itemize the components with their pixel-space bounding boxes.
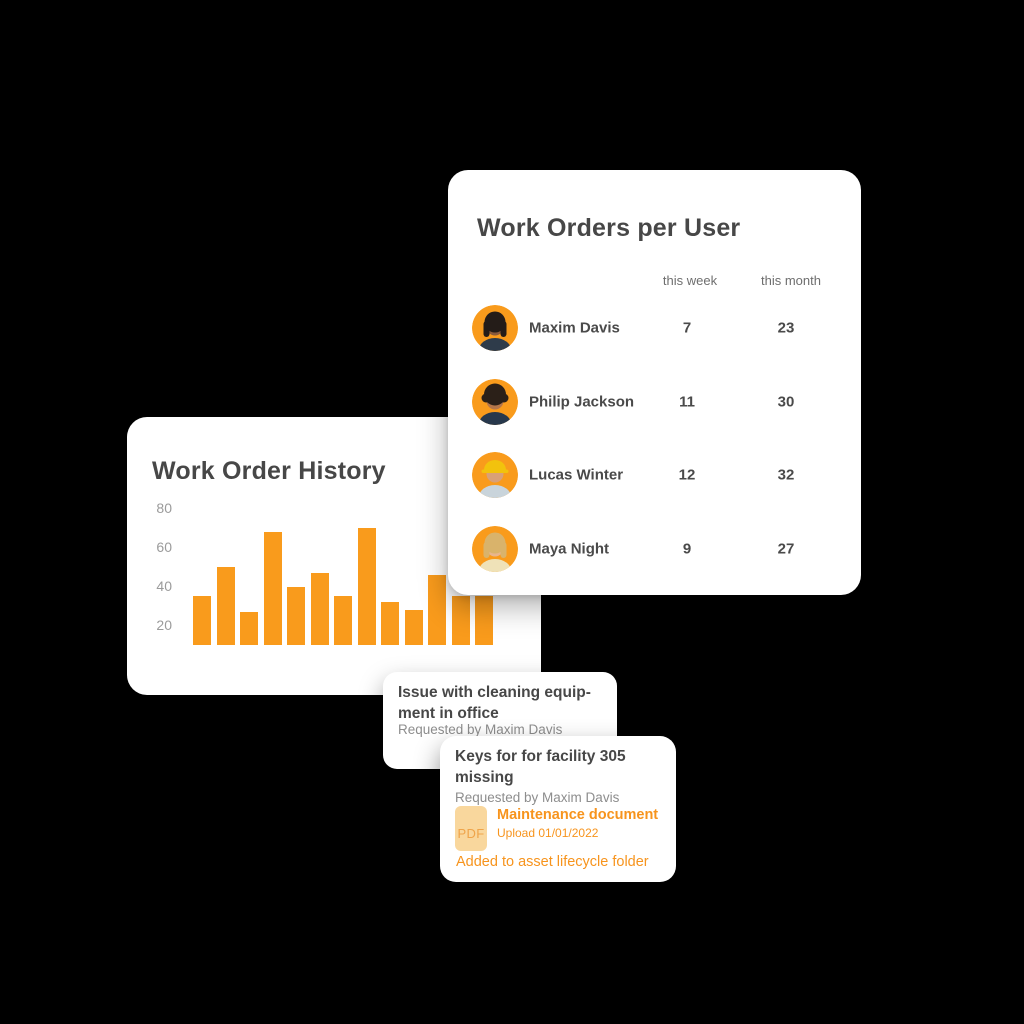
user-name: Lucas Winter xyxy=(529,466,624,484)
user-this-week-count: 9 xyxy=(682,540,692,557)
users-card-title: Work Orders per User xyxy=(477,214,741,242)
user-this-month-count: 27 xyxy=(777,540,795,557)
pdf-file-icon[interactable]: PDF xyxy=(455,806,487,851)
issue-card-title: Issue with cleaning equip- ment in offic… xyxy=(398,684,591,722)
maintenance-document-attachment[interactable]: Maintenance document Upload 01/01/2022 xyxy=(497,807,658,840)
history-bar xyxy=(287,586,305,645)
avatar-philip-jackson xyxy=(472,378,518,425)
user-this-month-count: 23 xyxy=(777,319,795,337)
history-bar xyxy=(240,611,258,645)
y-axis-tick-label: 80 xyxy=(156,499,172,516)
avatar-maxim-davis xyxy=(472,305,518,351)
history-bar xyxy=(334,596,352,645)
history-bar xyxy=(451,596,470,645)
keys-card-subtitle: Requested by Maxim Davis xyxy=(455,790,620,805)
user-row: Maya Night 9 27 xyxy=(448,525,861,572)
history-bar xyxy=(357,528,376,645)
user-name: Maxim Davis xyxy=(529,319,620,337)
y-axis-tick-label: 40 xyxy=(156,577,172,594)
work-orders-per-user-card: Work Orders per User this week this mont… xyxy=(448,170,861,595)
y-axis-tick-label: 20 xyxy=(156,616,172,633)
column-header-this-month: this month xyxy=(761,273,821,288)
asset-lifecycle-folder-link[interactable]: Added to asset lifecycle folder xyxy=(456,854,649,870)
document-upload-date: Upload 01/01/2022 xyxy=(497,826,599,840)
user-this-month-count: 32 xyxy=(777,466,795,484)
document-title: Maintenance document xyxy=(497,807,659,823)
history-bar xyxy=(381,602,399,645)
user-row: Lucas Winter 12 32 xyxy=(448,452,861,498)
history-bar xyxy=(428,574,446,645)
user-name: Maya Night xyxy=(529,540,610,557)
history-bar xyxy=(193,596,211,645)
user-this-week-count: 7 xyxy=(682,319,692,337)
avatar-maya-night xyxy=(472,525,518,572)
user-this-week-count: 11 xyxy=(679,393,695,410)
history-bar xyxy=(263,531,282,645)
history-card-title: Work Order History xyxy=(152,457,386,485)
keys-notification-card: Keys for for facility 305 missing Reques… xyxy=(440,736,676,882)
user-row: Philip Jackson 11 30 xyxy=(448,378,861,425)
history-bar xyxy=(404,609,423,645)
history-bar xyxy=(310,572,329,645)
user-name: Philip Jackson xyxy=(529,393,635,410)
history-bar xyxy=(475,596,493,645)
issue-card-subtitle: Requested by Maxim Davis xyxy=(398,722,563,737)
user-this-week-count: 12 xyxy=(678,466,696,484)
column-header-this-week: this week xyxy=(662,273,718,288)
history-bar xyxy=(216,567,235,645)
user-this-month-count: 30 xyxy=(777,393,795,410)
avatar-lucas-winter xyxy=(472,452,518,498)
user-row: Maxim Davis 7 23 xyxy=(448,305,861,351)
work-order-history-bar-chart: 20 40 60 80 xyxy=(127,417,541,695)
keys-card-title: Keys for for facility 305 missing xyxy=(455,748,626,786)
y-axis-tick-label: 60 xyxy=(156,538,172,555)
